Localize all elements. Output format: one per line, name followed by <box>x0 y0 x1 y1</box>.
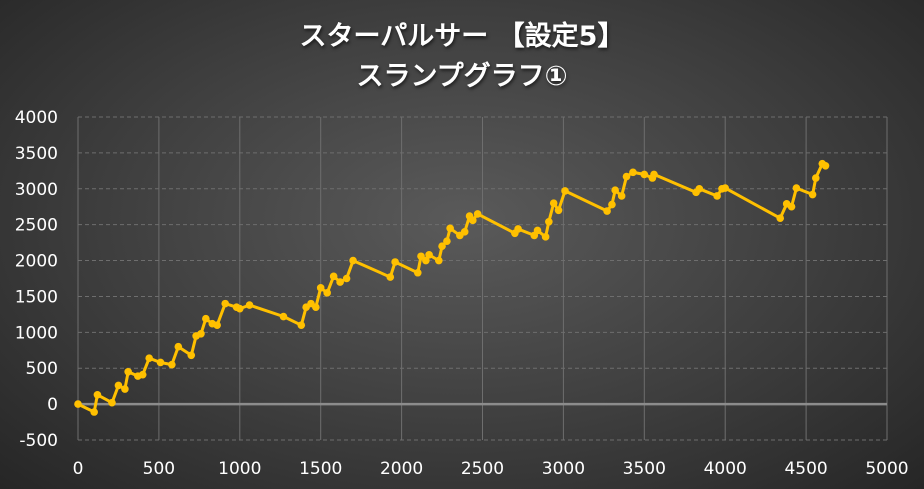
data-point <box>554 206 563 215</box>
data-point <box>297 321 306 329</box>
data-point <box>138 370 147 379</box>
chart-title: スターパルサー 【設定5】 <box>299 21 625 52</box>
y-tick-label: 0 <box>47 395 58 415</box>
data-point <box>603 207 611 215</box>
x-tick-label: 4500 <box>784 459 827 479</box>
data-point <box>821 162 830 170</box>
data-point <box>156 358 165 367</box>
data-point <box>808 190 817 199</box>
data-point <box>695 184 704 193</box>
series-line <box>77 162 827 414</box>
y-tick-label: 3000 <box>15 180 58 200</box>
data-point <box>336 278 344 286</box>
data-point <box>473 210 482 218</box>
data-point <box>316 284 325 292</box>
data-point <box>124 368 132 376</box>
data-point <box>145 354 153 362</box>
data-point <box>279 312 288 321</box>
data-point <box>460 228 469 236</box>
x-tick-label: 1500 <box>299 459 342 479</box>
data-point <box>438 242 446 250</box>
data-point <box>90 408 98 416</box>
data-point <box>197 329 205 338</box>
data-point <box>236 304 244 313</box>
data-point <box>245 301 254 309</box>
data-point <box>608 200 616 209</box>
data-point <box>74 400 82 408</box>
data-point <box>213 321 221 329</box>
y-tick-label: 2000 <box>15 252 58 272</box>
data-point <box>114 381 123 390</box>
data-point <box>545 217 553 226</box>
data-point <box>174 342 183 351</box>
data-point <box>168 360 176 369</box>
data-point <box>443 237 451 245</box>
x-tick-label: 2500 <box>461 459 504 479</box>
data-point <box>221 299 230 308</box>
data-point <box>202 314 210 323</box>
data-point <box>108 398 116 407</box>
data-point <box>349 256 357 265</box>
y-tick-label: 1000 <box>15 323 58 343</box>
data-point <box>713 192 721 200</box>
data-point <box>721 184 729 192</box>
data-point <box>650 170 658 179</box>
data-point <box>386 273 395 281</box>
x-tick-label: 2000 <box>380 459 423 479</box>
y-tick-label: -500 <box>19 431 58 451</box>
data-point <box>640 170 649 179</box>
x-tick-label: 0 <box>73 459 84 479</box>
data-point <box>121 385 129 393</box>
data-point <box>514 225 522 233</box>
data-point <box>787 202 796 211</box>
data-point <box>611 186 619 195</box>
data-point <box>468 216 477 225</box>
x-tick-label: 500 <box>143 459 175 479</box>
data-point <box>435 256 443 265</box>
data-point <box>323 289 331 297</box>
x-tick-label: 3000 <box>542 459 585 479</box>
data-point <box>812 174 820 182</box>
y-tick-label: 1500 <box>15 287 58 307</box>
y-tick-label: 3500 <box>15 144 58 164</box>
data-point <box>422 256 430 265</box>
data-point <box>533 226 542 235</box>
data-point <box>391 258 399 266</box>
x-tick-label: 5000 <box>865 459 908 479</box>
data-point <box>329 272 338 281</box>
y-tick-label: 2500 <box>15 216 58 236</box>
data-point <box>312 303 320 312</box>
x-tick-label: 4000 <box>704 459 747 479</box>
y-tick-label: 4000 <box>15 108 58 128</box>
data-point <box>549 199 558 207</box>
data-point <box>93 390 102 399</box>
x-tick-label: 3500 <box>623 459 666 479</box>
data-point <box>776 214 785 223</box>
data-point <box>561 187 569 195</box>
data-point <box>425 251 433 259</box>
y-tick-label: 500 <box>26 359 58 379</box>
data-point <box>629 168 637 177</box>
data-point <box>417 252 425 261</box>
x-tick-label: 1000 <box>218 459 261 479</box>
data-point <box>187 351 196 360</box>
data-point <box>541 233 550 241</box>
data-point <box>413 268 422 277</box>
data-point <box>446 224 454 233</box>
data-point <box>617 192 626 200</box>
data-point <box>342 274 351 283</box>
data-point <box>622 172 631 181</box>
data-point <box>792 184 801 192</box>
chart-subtitle: スランプグラフ① <box>356 61 568 92</box>
